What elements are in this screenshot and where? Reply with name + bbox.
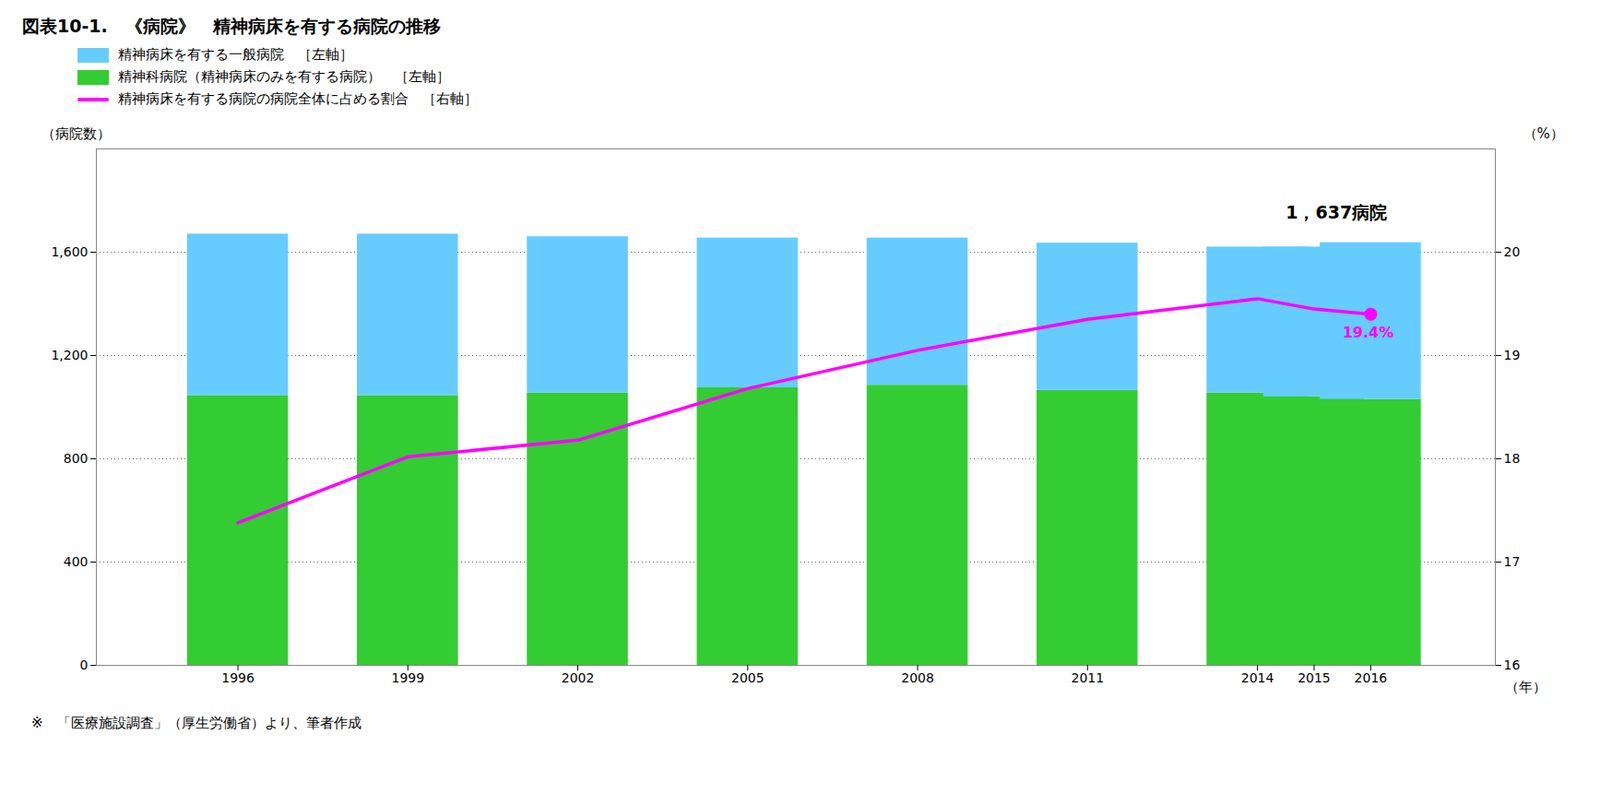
svg-text:800: 800 [63,450,89,466]
svg-text:（%）: （%） [1523,125,1565,143]
svg-text:19.4%: 19.4% [1342,323,1395,342]
svg-text:0: 0 [80,657,89,673]
svg-text:1,200: 1,200 [50,347,88,363]
svg-text:1996: 1996 [221,670,255,686]
svg-text:（病院数）: （病院数） [41,125,111,143]
svg-text:2016: 2016 [1354,670,1388,686]
svg-text:2005: 2005 [731,670,765,686]
svg-text:16: 16 [1504,657,1521,673]
html-text:精神病床を有する病院の病院全体に占める割合 ［右軸］: 精神病床を有する病院の病院全体に占める割合 ［右軸］ [118,90,478,107]
svg-text:19: 19 [1504,347,1521,363]
svg-text:2014: 2014 [1241,670,1275,686]
svg-text:2002: 2002 [561,670,595,686]
svg-text:400: 400 [63,554,89,569]
html-text:精神科病院（精神病床のみを有する病院） ［左軸］: 精神科病院（精神病床のみを有する病院） ［左軸］ [118,68,451,85]
svg-text:17: 17 [1504,554,1521,569]
html-text:精神病床を有する一般病院 ［左軸］: 精神病床を有する一般病院 ［左軸］ [118,46,354,63]
svg-text:1，637病院: 1，637病院 [1285,201,1387,223]
svg-text:2011: 2011 [1070,670,1104,686]
html-text:※ 「医療施設調査」（厚生労働省）より、筆者作成: ※ 「医療施設調査」（厚生労働省）より、筆者作成 [31,714,362,732]
svg-text:（年）: （年） [1505,678,1547,696]
svg-text:1999: 1999 [391,670,425,686]
svg-text:20: 20 [1504,244,1521,260]
svg-text:2015: 2015 [1297,670,1331,686]
svg-text:2008: 2008 [900,670,935,686]
svg-text:1,600: 1,600 [50,244,88,260]
svg-text:18: 18 [1504,450,1521,466]
html-text:図表10-1. 《病院》 精神病床を有する病院の推移: 図表10-1. 《病院》 精神病床を有する病院の推移 [22,15,441,36]
